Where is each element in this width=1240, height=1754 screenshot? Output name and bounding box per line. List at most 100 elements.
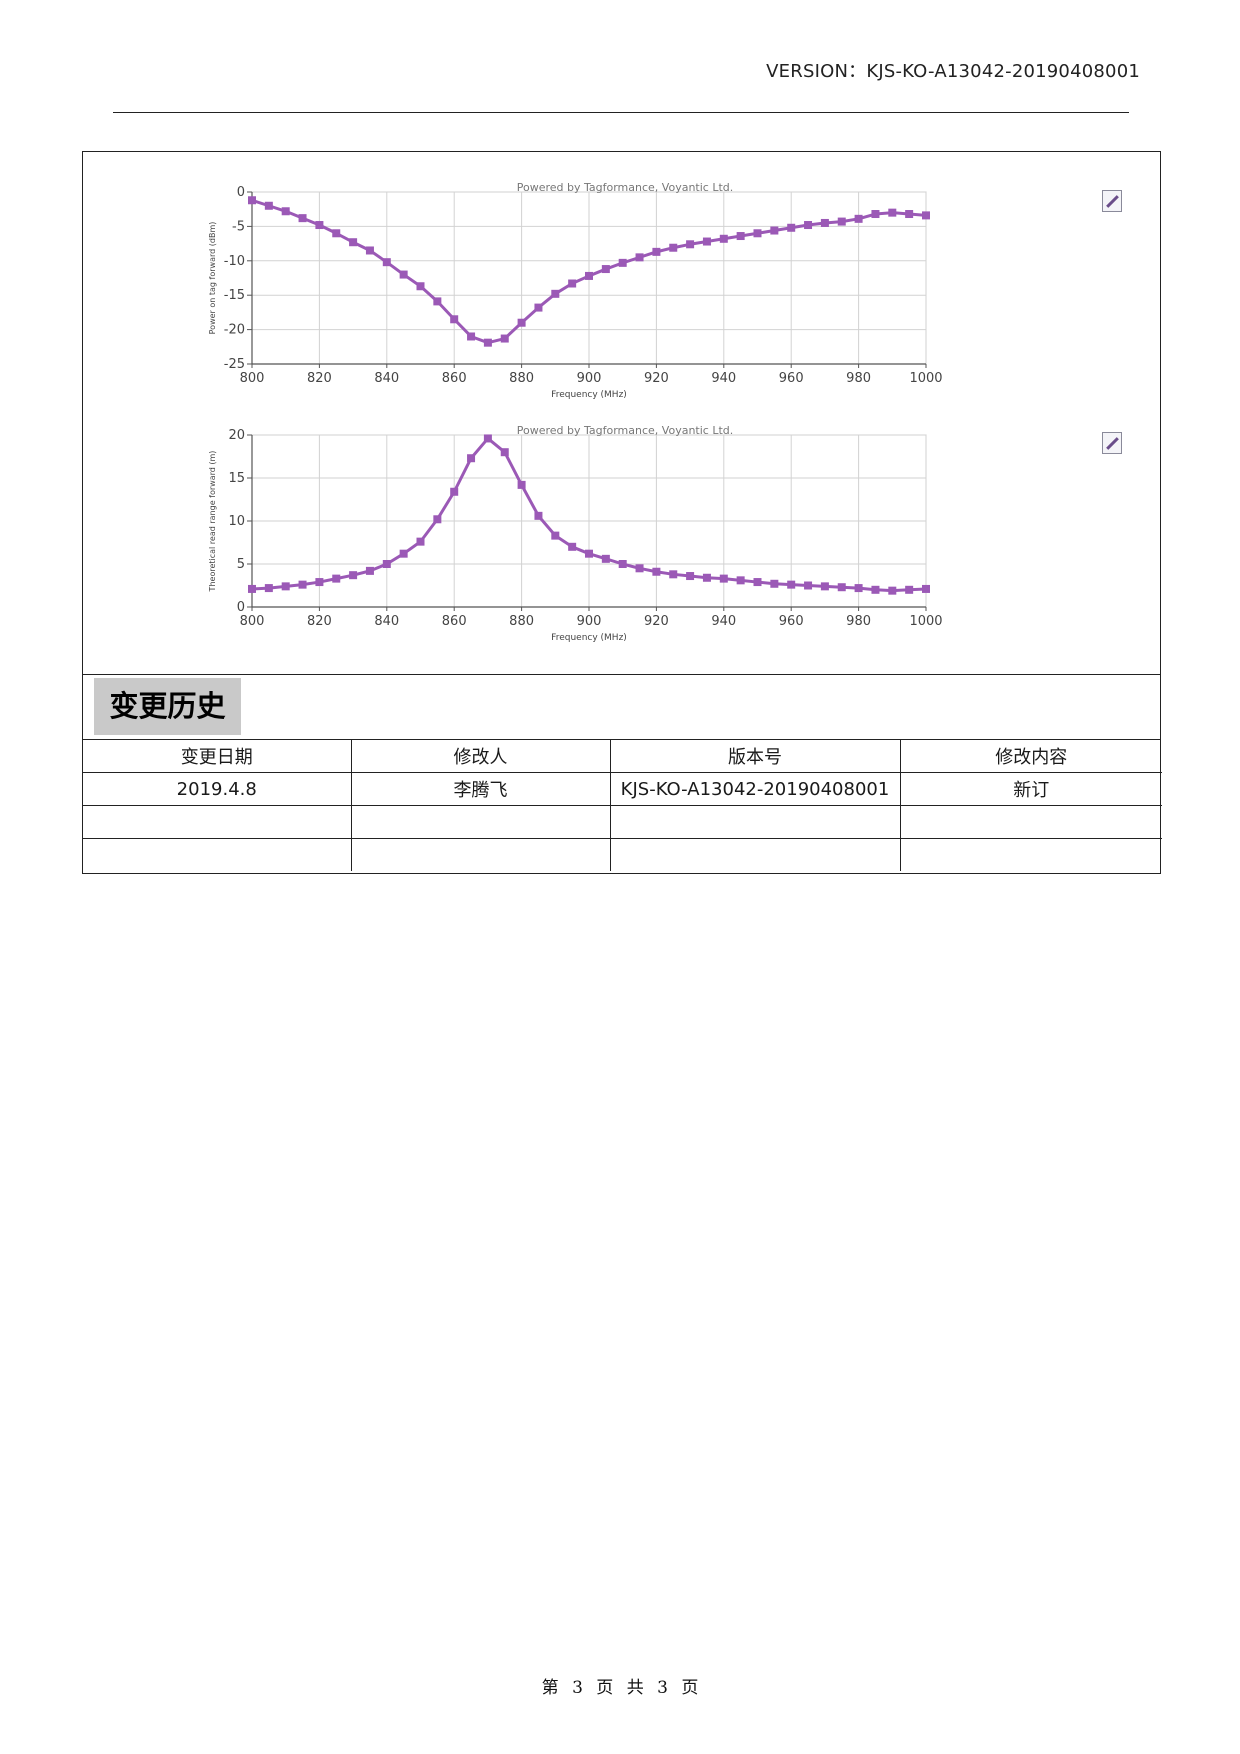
chart1-data-point: [315, 221, 324, 230]
chart2-data-point: [365, 566, 374, 575]
chart2-data-point: [736, 576, 745, 585]
table-cell: [83, 838, 352, 871]
chart2-watermark: Powered by Tagformance, Voyantic Ltd.: [517, 424, 734, 437]
table-cell: [899, 805, 1162, 839]
chart1-data-point: [719, 234, 728, 243]
table-row: [83, 805, 1162, 839]
chart2-data-point: [871, 585, 880, 594]
chart1-y-tick-label: -5: [232, 219, 245, 234]
chart2-data-point: [686, 572, 695, 581]
table-row: [83, 838, 1162, 871]
chart2-data-point: [922, 584, 930, 593]
chart1-y-tick-label: -10: [224, 254, 245, 269]
chart1-x-tick-label: 960: [779, 371, 804, 386]
chart1-data-point: [871, 210, 880, 219]
chart2-data-point: [332, 574, 341, 583]
chart1-data-point: [399, 270, 408, 279]
chart1-data-point: [450, 315, 459, 324]
chart1-data-point: [787, 223, 796, 232]
chart2-x-tick-label: 920: [644, 614, 669, 629]
chart2-data-point: [450, 487, 459, 496]
chart1-data-point: [517, 318, 526, 327]
chart1-data-point: [618, 258, 627, 267]
table-cell: [609, 838, 901, 871]
chart1-x-tick-label: 980: [846, 371, 871, 386]
chart1-data-point: [702, 237, 711, 246]
chart1-watermark: Powered by Tagformance, Voyantic Ltd.: [517, 181, 734, 194]
chart2-x-tick-label: 980: [846, 614, 871, 629]
chart1-data-point: [568, 279, 577, 288]
chart2-data-point: [804, 581, 813, 590]
chart1-data-point: [264, 201, 273, 210]
chart2-data-point: [635, 564, 644, 573]
chart1-data-point: [433, 297, 442, 306]
chart1-data-point: [837, 217, 846, 226]
chart2-data-point: [264, 584, 273, 593]
edit-icon[interactable]: [1102, 432, 1122, 454]
chart1-data-point: [467, 332, 476, 341]
chart2-data-point: [534, 511, 543, 520]
chart2-x-tick-label: 900: [577, 614, 602, 629]
chart1-x-tick-label: 800: [240, 371, 265, 386]
table-cell: 2019.4.8: [83, 772, 352, 806]
chart2-data-point: [719, 574, 728, 583]
chart2-data-point: [281, 582, 290, 591]
chart2-data-point: [753, 578, 762, 587]
chart2-x-tick-label: 820: [307, 614, 332, 629]
chart1-data-point: [500, 334, 509, 343]
chart2-y-tick-label: 5: [237, 557, 245, 572]
chart2-x-tick-label: 960: [779, 614, 804, 629]
section-title-row: 变更历史: [83, 675, 1160, 740]
chart2-data-point: [669, 570, 678, 579]
chart2-y-tick-label: 15: [228, 471, 245, 486]
chart1-x-tick-label: 880: [509, 371, 534, 386]
table-row: 2019.4.8 李腾飞 KJS-KO-A13042-20190408001 新…: [83, 772, 1162, 806]
chart2-data-point: [837, 583, 846, 592]
chart2-data-point: [433, 515, 442, 524]
chart1-data-point: [382, 258, 391, 267]
chart2-y-tick-label: 20: [228, 428, 245, 443]
chart2-data-point: [483, 434, 492, 443]
content-frame: 800 820 840 860 880 900 920 940 960 980 1000 0 -5 -10…: [82, 151, 1162, 874]
chart1-data-point: [248, 196, 256, 205]
chart-area: 800 820 840 860 880 900 920 940 960 980 1000 0 -5 -10…: [83, 152, 1160, 675]
chart1-data-point: [736, 232, 745, 241]
chart2-data-point: [551, 531, 560, 540]
chart1-y-tick-label: 0: [237, 185, 245, 200]
chart1-data-point: [804, 221, 813, 230]
chart2-y-axis-label: Theoretical read range forward (m): [208, 451, 217, 593]
chart2-data-point: [467, 454, 476, 463]
chart1-data-point: [888, 208, 897, 217]
chart1-data-point: [854, 214, 863, 223]
chart2-data-point: [820, 582, 829, 591]
chart1-y-tick-label: -15: [224, 288, 245, 303]
chart1-data-point: [922, 211, 930, 220]
table-cell: [899, 838, 1162, 871]
chart1-data-point: [551, 289, 560, 298]
chart1-y-axis-label: Power on tag forward (dBm): [208, 222, 217, 335]
chart2-y-tick-label: 0: [237, 600, 245, 615]
edit-icon[interactable]: [1102, 190, 1122, 212]
chart1-data-point: [635, 253, 644, 262]
chart1-x-tick-label: 920: [644, 371, 669, 386]
chart2-x-tick-label: 880: [509, 614, 534, 629]
chart2-data-point: [888, 586, 897, 595]
chart1-x-tick-label: 900: [577, 371, 602, 386]
version-label: VERSION：KJS-KO-A13042-20190408001: [766, 61, 1140, 82]
chart2-data-point: [298, 580, 307, 589]
header-cell: 修改人: [350, 740, 611, 773]
chart2-data-point: [382, 560, 391, 568]
header-cell: 版本号: [609, 740, 901, 773]
chart2-data-point: [618, 560, 627, 568]
chart1-data-point: [905, 210, 914, 219]
chart1-y-tick-label: -25: [224, 357, 245, 372]
chart1-x-tick-label: 840: [374, 371, 399, 386]
table-cell: [83, 805, 352, 839]
chart1-data-point: [669, 243, 678, 252]
chart2-data-point: [248, 584, 256, 593]
chart1-data-point: [365, 246, 374, 255]
chart2-data-point: [399, 549, 408, 558]
chart2-y-tick-label: 10: [228, 514, 245, 529]
chart2-data-point: [601, 554, 610, 563]
chart1-data-point: [281, 207, 290, 216]
